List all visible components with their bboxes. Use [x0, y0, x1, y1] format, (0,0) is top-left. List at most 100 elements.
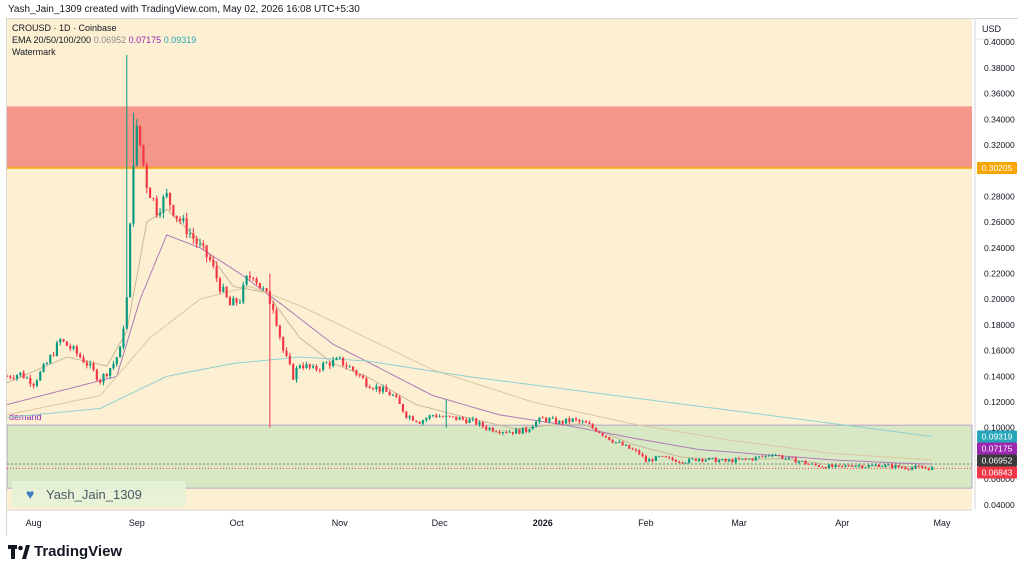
candle-body: [232, 298, 235, 306]
candle-body: [215, 265, 218, 279]
candle-body: [651, 459, 654, 461]
y-tick-label: 0.34000: [984, 114, 1015, 124]
candle-body: [342, 357, 345, 366]
candle-body: [811, 463, 814, 465]
candle-body: [718, 460, 721, 463]
candle-body: [871, 465, 874, 466]
x-tick-label: Apr: [835, 518, 849, 528]
candle-body: [72, 346, 75, 349]
price-tag: 0.07175: [982, 444, 1013, 454]
candle-body: [15, 375, 19, 379]
candle-body: [791, 457, 794, 459]
legend-ema[interactable]: EMA 20/50/100/200 0.06952 0.07175 0.0931…: [12, 35, 196, 45]
candle-body: [471, 418, 474, 420]
candle-body: [295, 368, 298, 380]
candle-body: [149, 188, 152, 199]
candle-body: [681, 462, 684, 463]
candle-body: [531, 426, 534, 430]
legend-watermark[interactable]: Watermark: [12, 47, 56, 57]
candle-body: [774, 455, 777, 456]
candle-body: [338, 357, 341, 359]
candle-body: [322, 362, 325, 370]
candle-body: [535, 421, 538, 427]
candle-body: [55, 342, 58, 356]
legend-symbol[interactable]: CROUSD · 1D · Coinbase: [12, 23, 117, 33]
candle-body: [894, 465, 897, 468]
candle-body: [178, 218, 182, 221]
candle-body: [298, 365, 301, 369]
y-tick-label: 0.20000: [984, 294, 1015, 304]
candle-body: [728, 459, 731, 462]
candle-body: [874, 464, 877, 466]
candle-body: [864, 467, 867, 469]
candle-body: [711, 457, 714, 459]
candle-body: [188, 233, 192, 235]
currency-label: USD: [982, 24, 1002, 34]
candle-body: [594, 427, 598, 432]
candle-body: [168, 192, 172, 206]
candle-body: [132, 165, 135, 224]
candle-body: [198, 243, 202, 245]
candle-body: [49, 355, 52, 364]
candle-body: [115, 357, 118, 364]
candle-body: [142, 145, 145, 165]
candle-body: [837, 465, 840, 467]
candle-body: [498, 431, 501, 434]
x-tick-label: Dec: [432, 518, 449, 528]
candle-body: [904, 467, 907, 470]
candle-body: [568, 418, 571, 422]
candle-body: [488, 427, 491, 430]
candle-body: [887, 464, 890, 466]
candle-body: [628, 445, 631, 449]
candle-body: [438, 416, 441, 418]
price-chart[interactable]: demand USD 0.40000 0.38000 0.36000 0.34000 0.3…: [7, 19, 1019, 537]
legend-ema-value-2: 0.07175: [128, 35, 162, 45]
demand-label: demand: [9, 412, 42, 422]
candle-body: [265, 288, 268, 292]
candle-body: [694, 458, 697, 461]
candle-body: [598, 431, 601, 434]
candle-body: [787, 457, 791, 459]
candle-body: [318, 369, 321, 371]
candle-body: [671, 457, 674, 460]
y-tick-label: 0.28000: [984, 191, 1015, 201]
candle-body: [777, 455, 781, 456]
candle-body: [654, 456, 657, 461]
candle-body: [9, 376, 12, 378]
candle-body: [302, 365, 305, 369]
candle-body: [721, 459, 724, 461]
candle-body: [351, 366, 355, 371]
x-tick-label: Mar: [731, 518, 747, 528]
candle-body: [62, 339, 65, 342]
candle-body: [601, 433, 604, 436]
candle-body: [784, 458, 787, 460]
candle-body: [408, 416, 411, 418]
candle-body: [731, 459, 734, 463]
candle-body: [225, 286, 228, 298]
legend-ema-value-3: 0.09319: [163, 35, 197, 45]
candle-body: [378, 386, 381, 392]
candle-body: [501, 432, 504, 434]
chart-frame[interactable]: demand USD 0.40000 0.38000 0.36000 0.34000 0.3…: [6, 18, 1019, 537]
candle-body: [119, 346, 122, 358]
candle-body: [757, 456, 761, 458]
time-axis-panel: [7, 510, 1019, 537]
candle-body: [867, 465, 870, 468]
y-tick-label: 0.32000: [984, 140, 1015, 150]
candle-body: [465, 419, 468, 423]
candle-body: [99, 379, 102, 383]
candle-body: [195, 238, 198, 245]
candle-body: [35, 380, 39, 386]
candle-body: [158, 212, 162, 216]
candle-body: [661, 456, 664, 457]
candle-body: [764, 455, 767, 457]
candle-body: [558, 420, 561, 424]
candle-body: [797, 461, 801, 463]
price-tag-bg: [977, 454, 1017, 467]
candle-body: [425, 418, 428, 421]
candle-body: [804, 461, 807, 464]
candle-body: [335, 358, 338, 360]
candle-body: [824, 466, 827, 469]
price-tag-bg: [977, 430, 1017, 443]
candle-body: [551, 418, 554, 419]
